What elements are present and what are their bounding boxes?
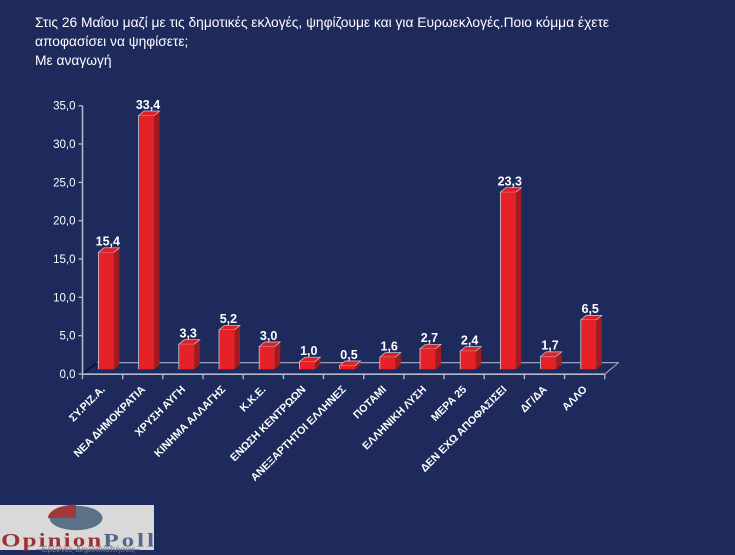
svg-text:ΚΙΝΗΜΑ ΑΛΛΑΓΗΣ: ΚΙΝΗΜΑ ΑΛΛΑΓΗΣ	[152, 383, 228, 459]
svg-text:ΠΟΤΑΜΙ: ΠΟΤΑΜΙ	[351, 384, 389, 422]
svg-text:2,7: 2,7	[421, 331, 438, 345]
svg-text:Έρευνες-Δημοσκοπήσεις: Έρευνες-Δημοσκοπήσεις	[40, 544, 136, 554]
svg-text:1,0: 1,0	[300, 344, 317, 358]
svg-text:1,7: 1,7	[541, 339, 558, 353]
svg-text:1,6: 1,6	[381, 339, 398, 353]
svg-text:30,0: 30,0	[53, 139, 75, 151]
svg-text:3,3: 3,3	[180, 327, 197, 341]
svg-text:3,0: 3,0	[260, 329, 277, 343]
svg-text:ΑΛΛΟ: ΑΛΛΟ	[560, 384, 590, 414]
svg-text:Κ.Κ.Ε.: Κ.Κ.Ε.	[238, 384, 269, 415]
svg-text:6,5: 6,5	[582, 302, 599, 316]
svg-text:ΝΕΑ ΔΗΜΟΚΡΑΤΙΑ: ΝΕΑ ΔΗΜΟΚΡΑΤΙΑ	[72, 383, 148, 459]
svg-text:0,5: 0,5	[340, 348, 357, 362]
svg-text:2,4: 2,4	[461, 333, 478, 347]
svg-text:ΜΕΡΑ 25: ΜΕΡΑ 25	[429, 384, 469, 424]
svg-text:10,0: 10,0	[53, 292, 75, 304]
svg-text:20,0: 20,0	[53, 216, 75, 228]
svg-text:23,3: 23,3	[498, 175, 522, 189]
svg-text:5,0: 5,0	[60, 331, 76, 343]
svg-text:25,0: 25,0	[53, 177, 75, 189]
svg-text:33,4: 33,4	[136, 98, 160, 112]
svg-text:OpinionPoll: OpinionPoll	[1, 529, 157, 550]
svg-text:ΣΥ.ΡΙΖ.Α.: ΣΥ.ΡΙΖ.Α.	[67, 384, 108, 425]
svg-text:35,0: 35,0	[53, 101, 75, 113]
svg-text:ΕΝΩΣΗ ΚΕΝΤΡΩΩΝ: ΕΝΩΣΗ ΚΕΝΤΡΩΩΝ	[228, 384, 308, 464]
svg-text:15,4: 15,4	[96, 235, 120, 249]
svg-text:15,0: 15,0	[53, 254, 75, 266]
svg-text:ΔΓ/ΔΑ: ΔΓ/ΔΑ	[518, 383, 550, 415]
svg-text:5,2: 5,2	[220, 312, 237, 326]
svg-text:0,0: 0,0	[60, 369, 76, 381]
